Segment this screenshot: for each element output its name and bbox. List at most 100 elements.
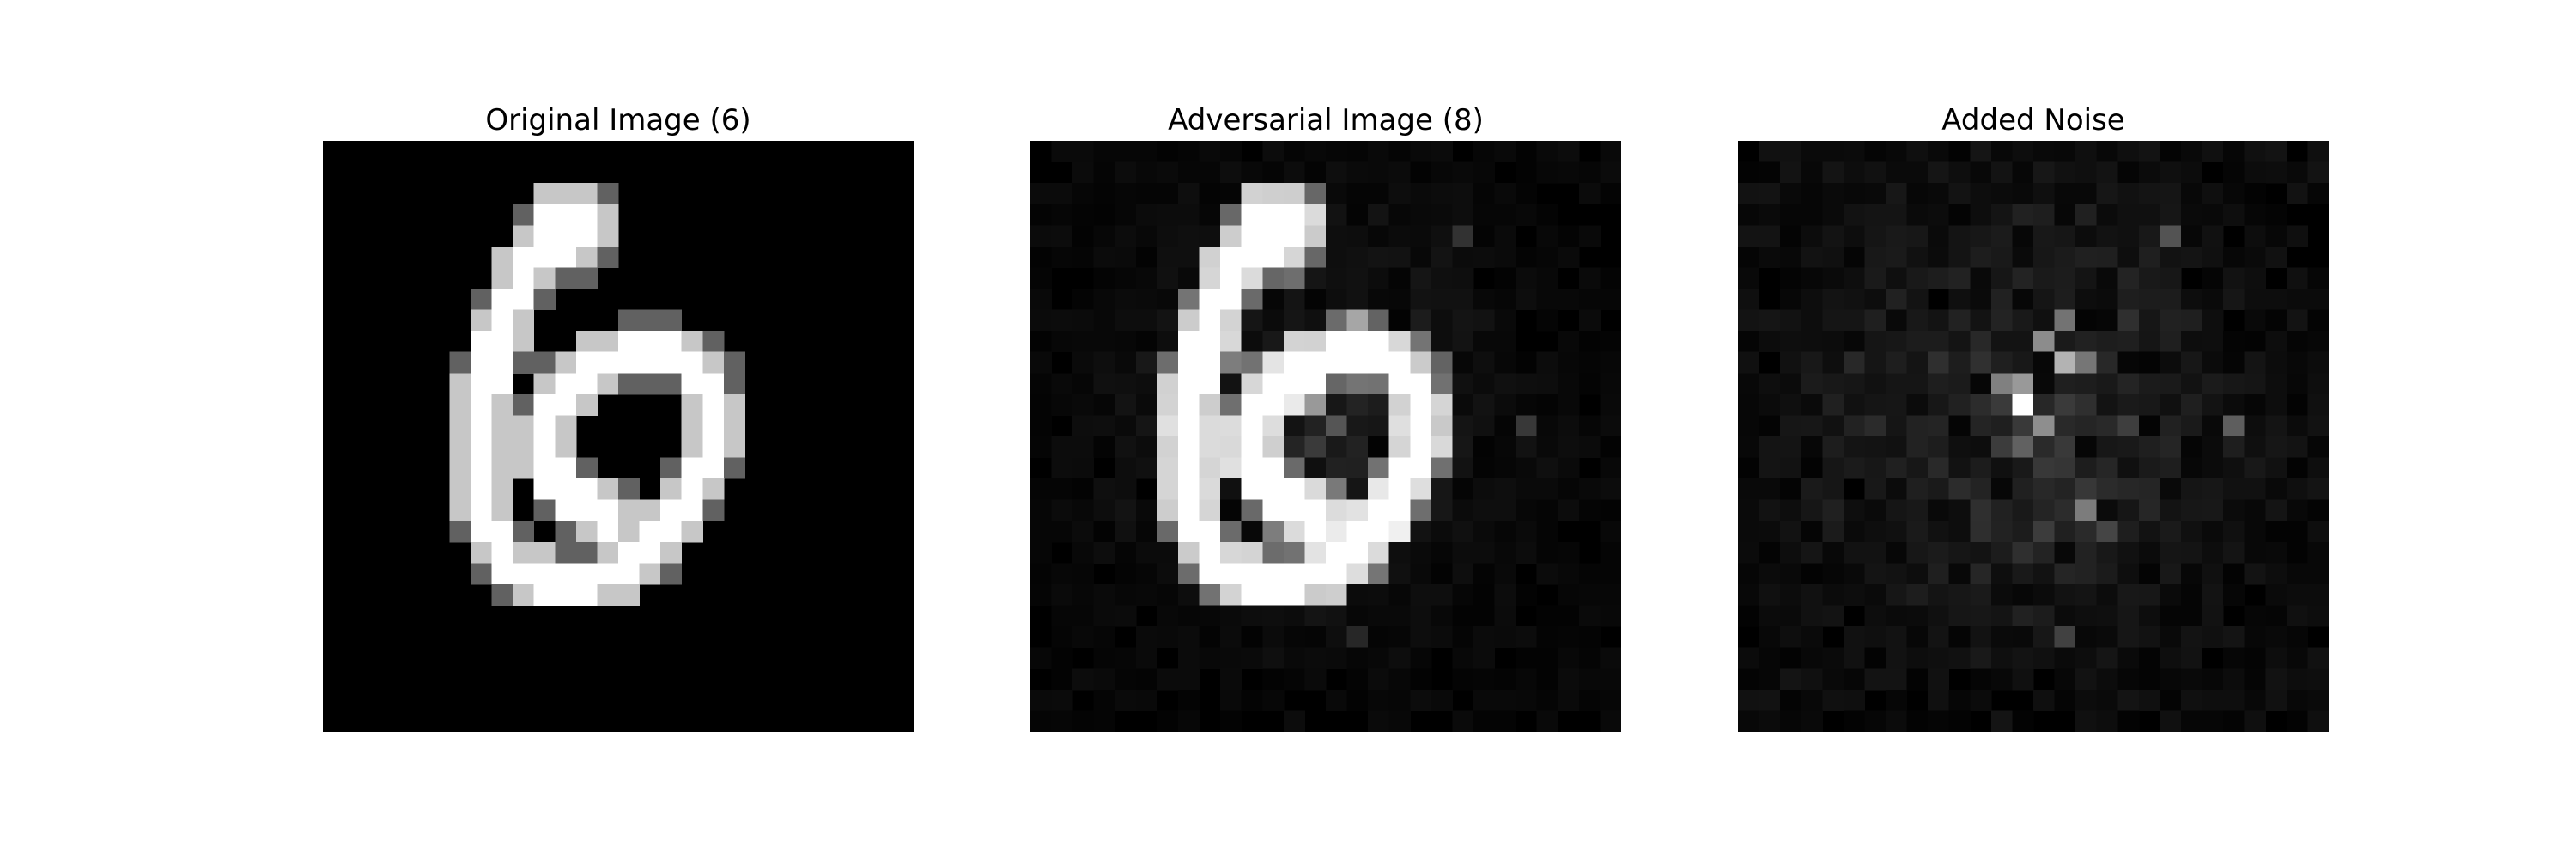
pixel — [1135, 373, 1157, 395]
pixel — [2307, 563, 2329, 585]
pixel — [2054, 267, 2076, 289]
pixel — [1410, 289, 1432, 311]
pixel — [2096, 415, 2118, 437]
pixel — [1801, 689, 1823, 711]
pixel — [1780, 563, 1802, 585]
pixel — [2244, 563, 2266, 585]
pixel — [449, 373, 471, 395]
pixel — [2138, 267, 2160, 289]
pixel — [1220, 183, 1242, 205]
pixel — [533, 499, 556, 521]
pixel — [2033, 267, 2056, 289]
pixel — [1759, 668, 1781, 691]
pixel — [2054, 373, 2076, 395]
pixel — [1780, 289, 1802, 311]
pixel — [1578, 499, 1601, 521]
pixel — [1241, 267, 1263, 289]
pixel — [1431, 605, 1453, 627]
pixel — [575, 225, 598, 247]
pixel — [1843, 309, 1865, 332]
pixel — [2244, 415, 2266, 437]
pixel — [1843, 689, 1865, 711]
pixel — [1578, 689, 1601, 711]
pixel — [2117, 668, 2140, 691]
pixel — [1388, 225, 1411, 247]
pixel — [1388, 605, 1411, 627]
pixel — [1473, 541, 1496, 564]
pixel — [555, 584, 577, 606]
pixel — [597, 183, 619, 205]
pixel — [1990, 499, 2013, 521]
pixel — [618, 373, 641, 395]
pixel — [1843, 204, 1865, 226]
pixel — [1072, 436, 1095, 459]
pixel — [1801, 710, 1823, 732]
pixel — [1516, 373, 1538, 395]
pixel — [2096, 457, 2118, 479]
pixel — [1262, 521, 1285, 543]
pixel — [2202, 141, 2224, 163]
pixel — [1948, 289, 1971, 311]
pixel — [2054, 415, 2076, 437]
pixel — [2181, 415, 2203, 437]
pixel — [2054, 478, 2076, 501]
pixel — [1864, 331, 1886, 353]
pixel — [1283, 584, 1305, 606]
pixel — [1759, 689, 1781, 711]
pixel — [1220, 668, 1242, 691]
pixel — [2244, 605, 2266, 627]
pixel — [2012, 541, 2034, 564]
pixel — [1135, 584, 1157, 606]
pixel — [1970, 563, 1992, 585]
pixel — [1115, 541, 1137, 564]
pixel — [1072, 584, 1095, 606]
pixel — [1262, 289, 1285, 311]
pixel — [1410, 689, 1432, 711]
pixel — [1738, 436, 1760, 459]
pixel — [1115, 246, 1137, 268]
pixel — [1948, 246, 1971, 268]
pixel — [1431, 246, 1453, 268]
pixel — [1304, 246, 1327, 268]
pixel — [1241, 331, 1263, 353]
pixel — [2012, 183, 2034, 205]
pixel — [2265, 478, 2287, 501]
pixel — [1990, 246, 2013, 268]
pixel — [1030, 351, 1053, 374]
pixel — [1536, 626, 1558, 649]
pixel — [1536, 668, 1558, 691]
pixel — [1241, 373, 1263, 395]
pixel — [618, 478, 641, 501]
pixel — [1928, 626, 1950, 649]
pixel — [1326, 225, 1348, 247]
pixel — [1431, 289, 1453, 311]
pixel — [1241, 584, 1263, 606]
pixel — [1241, 499, 1263, 521]
pixel — [2223, 478, 2245, 501]
pixel — [1516, 457, 1538, 479]
pixel — [1886, 309, 1908, 332]
pixel — [1928, 161, 1950, 184]
pixel — [471, 331, 493, 353]
pixel — [2244, 225, 2266, 247]
pixel — [1864, 289, 1886, 311]
pixel — [1051, 563, 1073, 585]
pixel — [1051, 626, 1073, 649]
pixel — [1072, 141, 1095, 163]
pixel — [1990, 415, 2013, 437]
pixel — [2181, 436, 2203, 459]
pixel — [1600, 141, 1621, 163]
pixel — [1948, 373, 1971, 395]
pixel — [2012, 563, 2034, 585]
pixel — [2202, 204, 2224, 226]
pixel — [1431, 457, 1453, 479]
pixel — [1346, 584, 1369, 606]
pixel — [639, 331, 661, 353]
pixel — [1157, 161, 1179, 184]
pixel — [1135, 541, 1157, 564]
pixel — [1030, 415, 1053, 437]
pixel — [1135, 626, 1157, 649]
pixel — [2075, 204, 2098, 226]
pixel — [1970, 161, 1992, 184]
pixel — [2181, 183, 2203, 205]
